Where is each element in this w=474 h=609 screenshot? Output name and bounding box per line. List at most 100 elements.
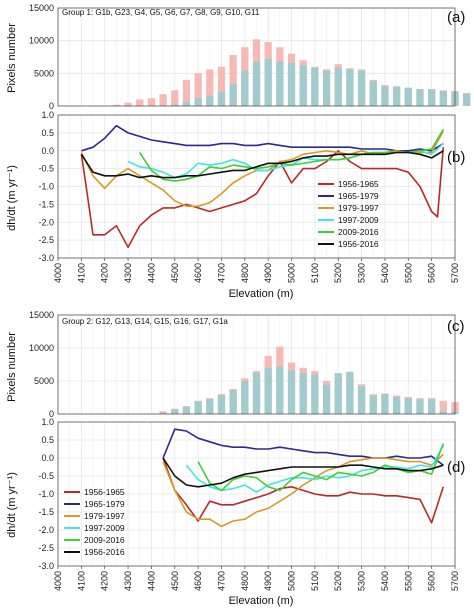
x-tick-label: 4400: [146, 263, 156, 283]
bar: [357, 386, 366, 414]
bar: [428, 89, 436, 106]
x-tick-label: 5600: [427, 263, 437, 283]
panel-d-frame: [57, 421, 456, 567]
bar: [299, 373, 307, 414]
bar: [369, 395, 377, 414]
panel-a-bars: [112, 39, 471, 107]
panel-b-x-label: Elevation (m): [229, 288, 294, 300]
x-tick-label: 4300: [123, 263, 133, 283]
panel-c-y-ticks: 0 5000 10000 15000: [29, 310, 54, 419]
panel-c-frame: [57, 314, 456, 415]
bar: [124, 102, 132, 106]
x-tick-label: 5600: [427, 571, 437, 591]
y-tick-label: -3.0: [38, 253, 54, 263]
y-tick-label: -0.5: [38, 164, 54, 174]
legend-label: 1965-1979: [338, 191, 379, 201]
legend-label: 1979-1997: [84, 511, 125, 521]
bar: [428, 399, 436, 414]
bar: [334, 373, 342, 414]
bar: [287, 370, 296, 414]
y-tick-label: 10000: [29, 36, 54, 46]
y-tick-label: -1.5: [38, 199, 54, 209]
y-tick-label: 0.5: [41, 435, 54, 445]
legend-label: 1979-1997: [338, 203, 379, 213]
x-tick-label: 5500: [403, 571, 413, 591]
bar: [346, 69, 354, 106]
panel-b-x-ticks: 4000 4100 4200 4300 4400 4500 4600 4700 4800 4900…: [53, 258, 460, 283]
panel-d-lines: [162, 428, 445, 528]
bar: [311, 374, 319, 414]
panel-d-x-label: Elevation (m): [229, 595, 294, 607]
series-line-1956-2016: [162, 457, 444, 488]
bar: [112, 104, 121, 106]
x-tick-label: 4100: [76, 571, 86, 591]
panel-d-line-chart: 1.0 0.5 0.0 -0.5 -1.0 -1.5 -2.0 -2.5 -3.0 4000 41…: [6, 417, 465, 607]
legend-label: 1956-1965: [84, 487, 125, 497]
bar: [217, 394, 226, 414]
y-tick-label: 10000: [29, 343, 54, 353]
bar: [229, 83, 237, 106]
bar: [299, 65, 307, 106]
bar: [147, 98, 156, 106]
x-tick-label: 5100: [310, 571, 320, 591]
bar: [194, 401, 202, 414]
bar: [252, 61, 261, 106]
x-tick-label: 5100: [310, 263, 320, 283]
x-tick-label: 5200: [333, 571, 343, 591]
x-tick-label: 4700: [216, 571, 226, 591]
bar: [171, 104, 179, 106]
panel-a-y-label: Pixels number: [6, 23, 18, 93]
legend-label: 1956-1965: [338, 179, 379, 189]
series-line-1965-1979: [162, 428, 444, 466]
y-tick-label: -2.0: [38, 217, 54, 227]
x-tick-label: 4400: [146, 571, 156, 591]
y-tick-label: 0: [49, 101, 54, 111]
bar: [206, 398, 214, 414]
series-line-1956-2016: [80, 150, 444, 179]
y-tick-label: 5000: [34, 376, 54, 386]
bar: [369, 81, 377, 106]
bar: [229, 55, 237, 106]
bar: [264, 367, 272, 414]
panel-b-y-ticks: 1.0 0.5 0.0 -0.5 -1.0 -1.5 -2.0 -2.5 -3.0: [38, 110, 54, 263]
bar: [217, 91, 226, 106]
panel-b-line-chart: 1.0 0.5 0.0 -0.5 -1.0 -1.5 -2.0 -2.5 -3.0 4000 41…: [6, 110, 465, 300]
series-line-1965-1979: [81, 124, 444, 152]
bar: [463, 93, 471, 106]
x-tick-label: 5200: [333, 263, 343, 283]
panel-a-y-ticks: 0 5000 10000 15000: [29, 3, 54, 111]
series-line-2009-2016: [197, 443, 445, 492]
panel-d-y-ticks: 1.0 0.5 0.0 -0.5 -1.0 -1.5 -2.0 -2.5 -3.0: [38, 417, 54, 571]
bar: [264, 58, 272, 106]
legend-label: 2009-2016: [338, 227, 379, 237]
x-tick-label: 4500: [170, 263, 180, 283]
legend-label: 2009-2016: [84, 535, 125, 545]
bar: [311, 68, 319, 106]
panel-b-frame: [57, 114, 456, 259]
panel-d-tag: (d): [447, 459, 465, 476]
y-tick-label: 15000: [29, 310, 54, 320]
x-tick-label: 4000: [53, 571, 63, 591]
bar: [276, 366, 284, 414]
y-tick-label: -0.5: [38, 471, 54, 481]
x-tick-label: 4800: [240, 571, 250, 591]
panel-a-frame: [57, 7, 456, 107]
legend-label: 1956-2016: [338, 239, 379, 249]
bar: [194, 98, 202, 106]
x-tick-label: 5300: [357, 571, 367, 591]
x-tick-label: 4500: [170, 571, 180, 591]
bar: [416, 89, 424, 106]
bar: [229, 390, 237, 414]
x-tick-label: 5500: [403, 263, 413, 283]
x-tick-label: 5400: [380, 263, 390, 283]
bar: [206, 69, 214, 106]
bar: [416, 399, 424, 414]
panel-a-bar-chart: 0 5000 10000 15000 Group 1: G1b, G23, G4, G…: [6, 3, 471, 111]
x-tick-label: 4700: [216, 263, 226, 283]
legend-label: 1956-2016: [84, 547, 125, 557]
y-tick-label: 0.0: [41, 146, 54, 156]
x-tick-label: 4100: [76, 263, 86, 283]
bar: [439, 400, 447, 414]
y-tick-label: 0.5: [41, 128, 54, 138]
bar: [159, 94, 167, 106]
